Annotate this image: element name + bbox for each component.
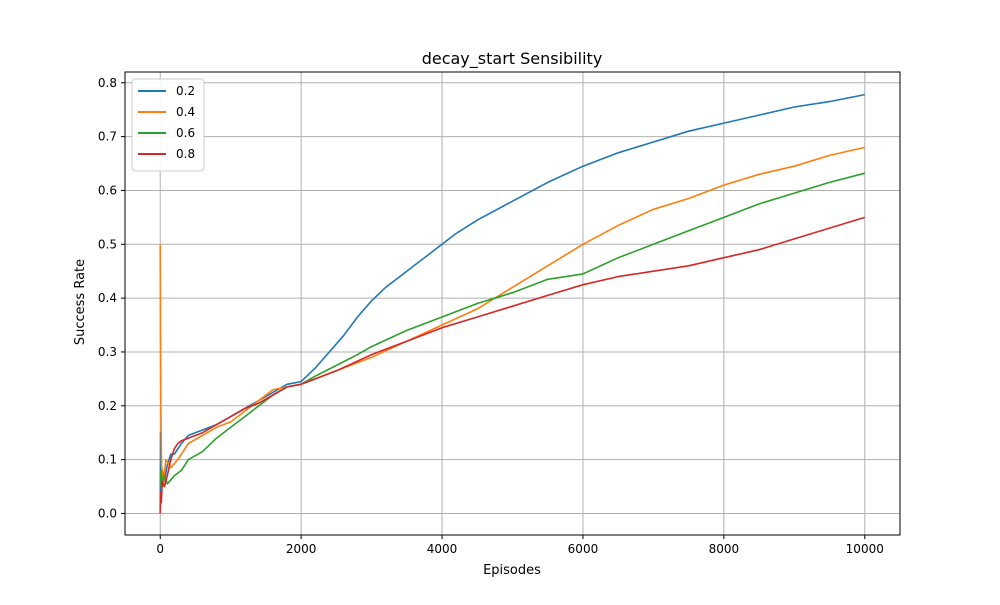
- chart-title: decay_start Sensibility: [422, 49, 603, 69]
- legend-label: 0.8: [176, 147, 195, 161]
- legend-box: [131, 78, 205, 172]
- legend-label: 0.6: [176, 126, 195, 140]
- series-line-0.8: [159, 216, 866, 514]
- series-layer: [159, 93, 866, 514]
- x-tick-label: 8000: [709, 542, 740, 556]
- y-tick-label: 0.1: [98, 453, 117, 467]
- series-line-0.6: [159, 172, 866, 487]
- y-tick-label: 0.5: [98, 237, 117, 251]
- x-tick-label: 4000: [427, 542, 458, 556]
- tick-layer: 0 2000 4000 6000 8000 10000 0.0 0.1 0.2 0.3 0.4 0.5…: [98, 76, 884, 556]
- plot-frame: [124, 71, 901, 536]
- legend: 0.2 0.4 0.6 0.8: [131, 78, 205, 172]
- y-tick-label: 0.0: [98, 506, 117, 520]
- y-tick-label: 0.3: [98, 345, 117, 359]
- x-axis-label: Episodes: [483, 563, 541, 578]
- x-tick-label: 0: [156, 542, 164, 556]
- x-tick-label: 6000: [568, 542, 599, 556]
- y-axis-label: Success Rate: [73, 259, 88, 345]
- y-tick-label: 0.7: [98, 130, 117, 144]
- y-tick-label: 0.6: [98, 183, 117, 197]
- y-tick-label: 0.8: [98, 76, 117, 90]
- grid-layer: [125, 72, 900, 535]
- x-tick-label: 2000: [286, 542, 317, 556]
- legend-label: 0.4: [176, 105, 195, 119]
- legend-label: 0.2: [176, 84, 195, 98]
- y-tick-label: 0.2: [98, 399, 117, 413]
- y-tick-label: 0.4: [98, 291, 117, 305]
- x-tick-label: 10000: [846, 542, 884, 556]
